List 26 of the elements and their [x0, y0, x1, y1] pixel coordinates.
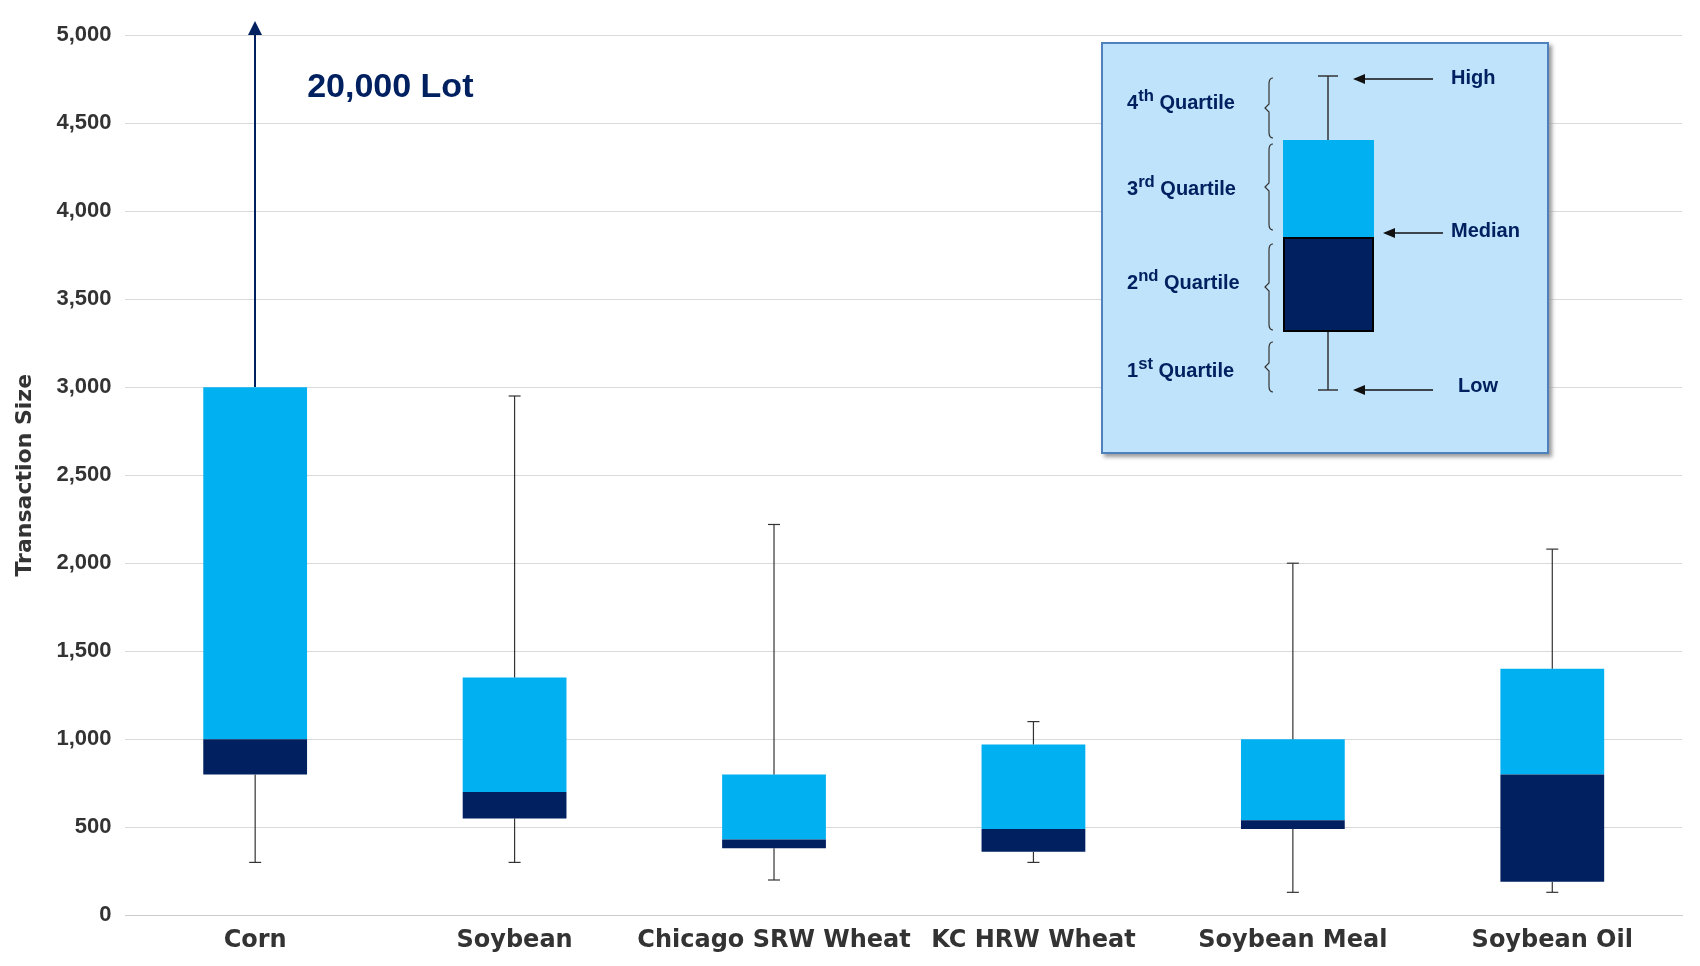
y-tick-label: 0 — [99, 901, 112, 927]
x-tick-label: KC HRW Wheat — [931, 924, 1136, 953]
y-tick-label: 4,500 — [56, 109, 112, 135]
annotation: High — [1451, 66, 1496, 89]
annotation: Low — [1458, 374, 1498, 397]
y-tick-label: 3,500 — [56, 285, 112, 311]
x-tick-label: Soybean — [456, 924, 573, 953]
y-tick-label: 2,000 — [56, 549, 112, 575]
annotation: 2$^{nd}$ Quartile — [1127, 266, 1240, 294]
x-tick-label: Soybean Meal — [1198, 924, 1388, 953]
y-tick-label: 3,000 — [56, 373, 112, 399]
y-tick-label: 4,000 — [56, 197, 112, 223]
annotation: Median — [1451, 219, 1520, 242]
x-tick-label: Soybean Oil — [1471, 924, 1633, 953]
annotation: 1$^{st}$ Quartile — [1127, 354, 1235, 382]
annotation: 20,000 Lot — [307, 65, 474, 104]
y-tick-label: 5,000 — [56, 21, 112, 47]
annotation: 4$^{th}$ Quartile — [1127, 86, 1235, 114]
y-tick-label: 1,500 — [56, 637, 112, 663]
y-axis-title: Transaction Size — [10, 373, 36, 577]
annotation: 3$^{rd}$ Quartile — [1127, 172, 1236, 200]
y-tick-label: 1,000 — [56, 725, 112, 751]
y-tick-label: 2,500 — [56, 461, 112, 487]
x-tick-label: Corn — [223, 924, 287, 953]
x-tick-label: Chicago SRW Wheat — [637, 924, 911, 953]
y-tick-label: 500 — [74, 813, 112, 839]
